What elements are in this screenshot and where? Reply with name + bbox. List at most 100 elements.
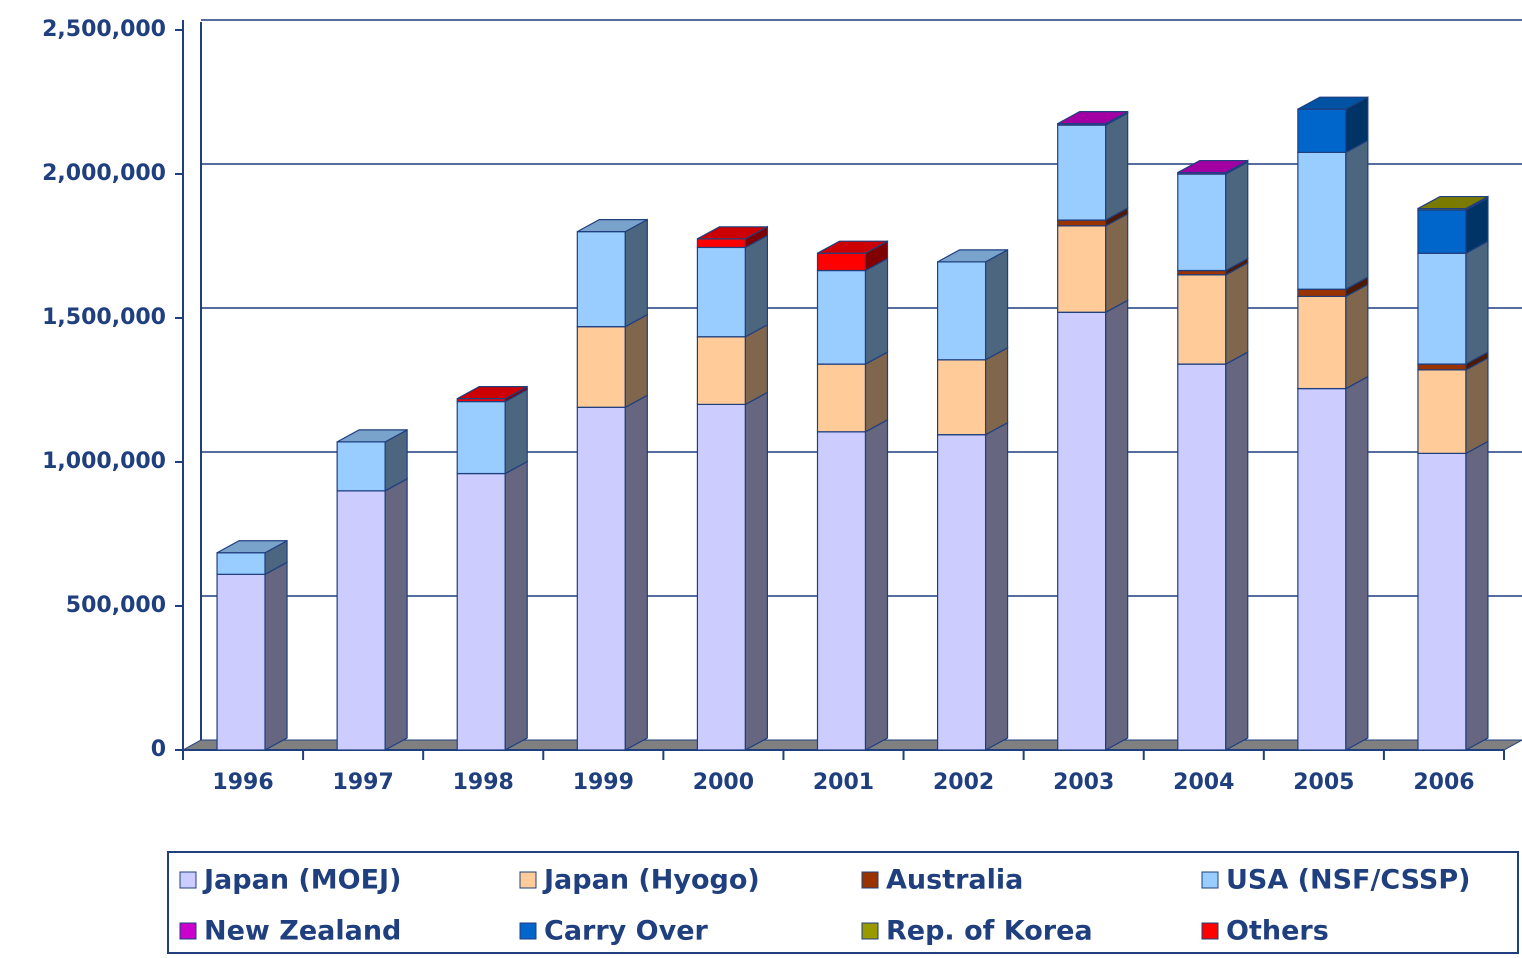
bar-front <box>1297 151 1347 290</box>
bar-front <box>216 573 266 751</box>
bar-side <box>1225 261 1249 366</box>
legend-swatch <box>1201 871 1219 889</box>
bar-top <box>456 386 528 400</box>
bar-front <box>456 472 506 751</box>
bar-front <box>336 490 386 751</box>
bar-front <box>1417 452 1467 751</box>
bar-front <box>1177 173 1227 272</box>
legend-label: Others <box>1226 916 1329 947</box>
x-tick-label: 2002 <box>933 770 994 795</box>
bar-top <box>577 219 648 233</box>
legend-swatch <box>861 922 879 940</box>
bar-front <box>936 261 987 361</box>
y-tick-label: 1,500,000 <box>42 305 166 330</box>
y-tick-label: 1,000,000 <box>42 449 166 474</box>
bar-side <box>384 477 408 752</box>
bar-front <box>1417 363 1467 371</box>
y-tick-label: 2,500,000 <box>42 17 166 42</box>
bar-front <box>1057 225 1107 313</box>
legend-swatch <box>1201 922 1219 940</box>
legend-swatch <box>861 871 879 889</box>
bar-side <box>504 460 528 752</box>
bar-front <box>1297 108 1347 153</box>
bar-front <box>1057 124 1107 221</box>
legend-label: USA (NSF/CSSP) <box>1226 865 1470 896</box>
legend-box <box>167 851 1519 954</box>
y-tick-label: 500,000 <box>66 593 166 618</box>
legend-label: Rep. of Korea <box>886 916 1093 947</box>
bar-front <box>1177 274 1227 365</box>
bar-side <box>984 421 1009 752</box>
bar-front <box>696 246 747 338</box>
bar-front <box>816 269 867 365</box>
bar-front <box>576 406 626 751</box>
bar-side <box>1465 356 1489 455</box>
x-tick-label: 1996 <box>212 770 273 795</box>
bar-front <box>576 231 626 328</box>
bar-side <box>624 218 648 328</box>
bar-front <box>936 434 987 751</box>
bar-side <box>984 248 1009 361</box>
x-tick-label: 2001 <box>813 770 874 795</box>
bar-side <box>864 351 889 433</box>
bar-top <box>1177 159 1249 174</box>
bar-front <box>336 441 386 492</box>
bar-top <box>336 429 408 443</box>
legend-label: Japan (Hyogo) <box>542 865 760 896</box>
legend-label: Japan (MOEJ) <box>202 865 401 896</box>
x-tick-label: 2003 <box>1053 770 1114 795</box>
x-tick-label: 1999 <box>573 770 634 795</box>
x-tick-label: 2000 <box>693 770 754 795</box>
bar-side <box>744 323 769 406</box>
x-tick-label: 2006 <box>1413 770 1474 795</box>
bar-front <box>696 403 747 751</box>
bar-side <box>744 391 769 752</box>
bar-side <box>1105 212 1129 314</box>
bar-front <box>1297 288 1347 298</box>
y-tick-label: 0 <box>151 737 166 762</box>
bar-top <box>1297 96 1369 110</box>
x-tick-label: 2005 <box>1293 770 1354 795</box>
bar-front <box>816 431 867 751</box>
bar-side <box>1345 139 1369 291</box>
bar-front <box>216 552 266 575</box>
legend-label: New Zealand <box>204 916 401 947</box>
bar-side <box>1465 240 1489 366</box>
bar-side <box>984 346 1009 436</box>
bar-side <box>624 394 648 752</box>
bar-front <box>576 326 626 408</box>
bar-front <box>1177 269 1227 276</box>
bar-side <box>1225 160 1249 272</box>
bar-side <box>504 388 528 475</box>
bar-top <box>1057 110 1128 125</box>
bar-front <box>1417 252 1467 365</box>
bar-front <box>456 400 506 475</box>
x-tick-label: 1997 <box>333 770 394 795</box>
y-tick-label: 2,000,000 <box>42 161 166 186</box>
bar-side <box>264 561 288 752</box>
bar-side <box>1105 299 1129 752</box>
bar-front <box>1417 369 1467 454</box>
bar-top <box>216 540 288 554</box>
legend-swatch <box>519 922 537 940</box>
bar-front <box>816 363 867 433</box>
bar-side <box>864 257 889 366</box>
bar-front <box>936 359 987 436</box>
bar-side <box>1345 283 1369 390</box>
legend-swatch <box>179 871 197 889</box>
bar-side <box>864 418 889 752</box>
bar-side <box>1345 375 1369 752</box>
bar-top <box>1417 195 1489 210</box>
bar-front <box>1417 209 1467 254</box>
bar-front <box>1297 387 1347 751</box>
bar-side <box>1465 440 1489 752</box>
bar-front <box>1057 219 1107 227</box>
legend-swatch <box>179 922 197 940</box>
bar-top <box>817 240 888 254</box>
x-tick-label: 2004 <box>1173 770 1234 795</box>
legend-swatch <box>519 871 537 889</box>
bar-front <box>1297 295 1347 390</box>
bar-front <box>696 238 747 249</box>
